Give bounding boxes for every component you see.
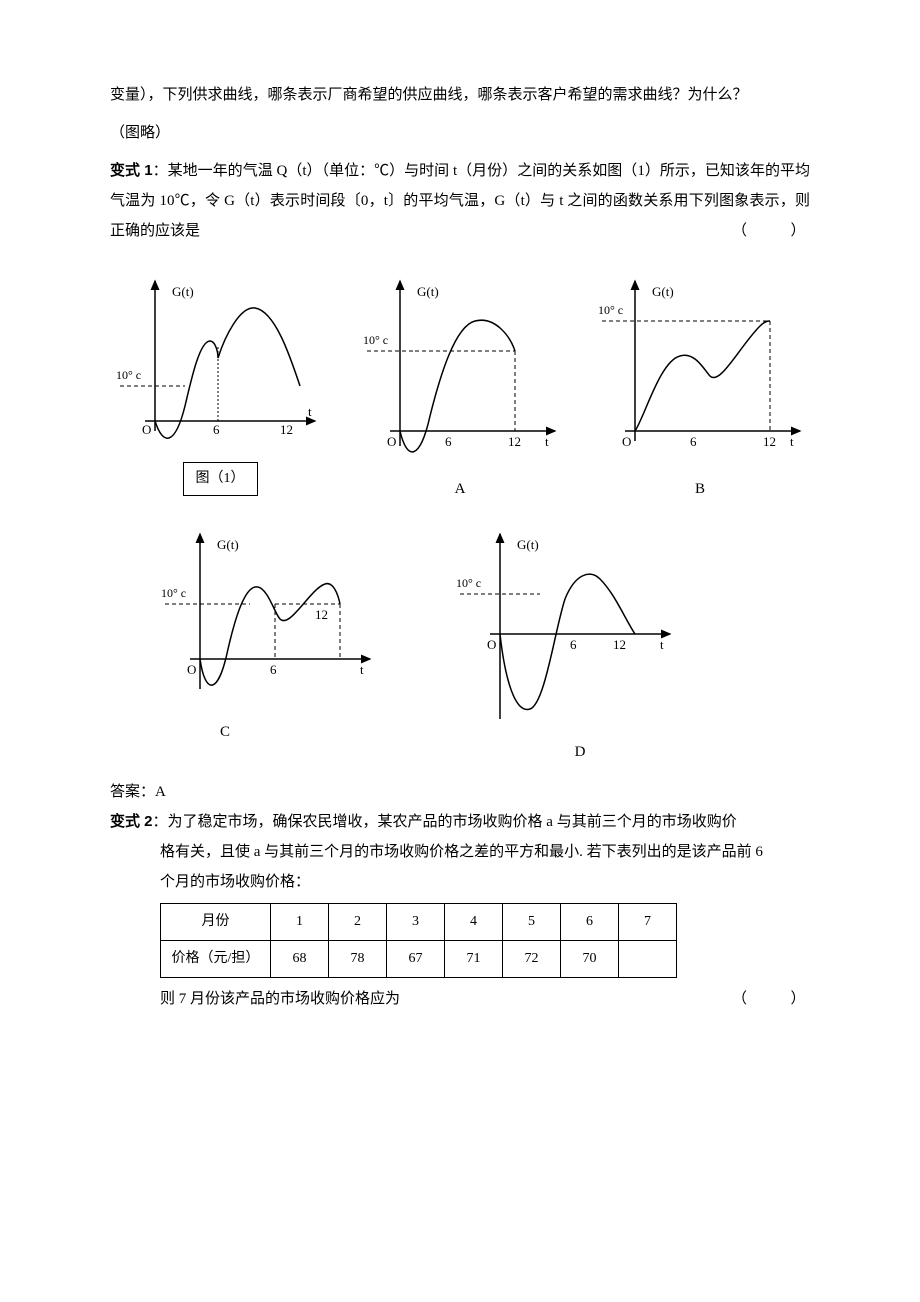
d-tick6: 6 <box>570 637 577 652</box>
variant1-colon: ： <box>153 163 168 179</box>
chart-fig1-svg: G(t) t O 10° c 6 12 <box>110 266 330 456</box>
td-p4: 71 <box>445 941 503 978</box>
option-a-label: A <box>455 474 466 504</box>
a-10deg: 10° c <box>363 333 388 347</box>
charts-row-1: G(t) t O 10° c 6 12 图（1） G(t) t O 10° c <box>110 266 810 504</box>
chart-b-cell: G(t) t O 10° c 6 12 B <box>590 266 810 504</box>
variant2-colon: ： <box>153 814 168 830</box>
th-m7: 7 <box>619 904 677 941</box>
chart-c-cell: G(t) t O 10° c 6 12 C <box>150 519 380 767</box>
variant1-block: 变式 1：某地一年的气温 Q（t）（单位：℃）与时间 t（月份）之间的关系如图（… <box>110 156 810 246</box>
th-m5: 5 <box>503 904 561 941</box>
td-p1: 68 <box>271 941 329 978</box>
c-tick12: 12 <box>315 607 328 622</box>
variant2-line2: 格有关，且使 a 与其前三个月的市场收购价格之差的平方和最小. 若下表列出的是该… <box>160 844 763 860</box>
charts-row-2: G(t) t O 10° c 6 12 C G(t) t O 10° c 6 1… <box>150 519 810 767</box>
final-q-blank: （ ） <box>732 984 810 1014</box>
option-d-label: D <box>575 737 586 767</box>
d-10deg: 10° c <box>456 576 481 590</box>
fig1-caption: 图（1） <box>183 462 258 496</box>
option-c-label: C <box>220 717 230 747</box>
d-xlabel: t <box>660 637 664 652</box>
c-xlabel: t <box>360 662 364 677</box>
c-10deg: 10° c <box>161 586 186 600</box>
c-origin: O <box>187 662 196 677</box>
fig1-origin: O <box>142 422 151 437</box>
b-ylabel: G(t) <box>652 284 674 299</box>
b-xlabel: t <box>790 434 794 449</box>
chart-a-cell: G(t) t O 10° c 6 12 A <box>355 266 565 504</box>
final-q-text: 则 7 月份该产品的市场收购价格应为 <box>160 984 400 1014</box>
table-row-header: 月份 1 2 3 4 5 6 7 <box>161 904 677 941</box>
b-tick6: 6 <box>690 434 697 449</box>
a-xlabel: t <box>545 434 549 449</box>
d-tick12: 12 <box>613 637 626 652</box>
d-origin: O <box>487 637 496 652</box>
answer-prefix: 答案： <box>110 784 155 800</box>
td-p3: 67 <box>387 941 445 978</box>
td-p2: 78 <box>329 941 387 978</box>
option-b-label: B <box>695 474 705 504</box>
variant2-line3-wrap: 个月的市场收购价格： <box>110 867 810 897</box>
th-m3: 3 <box>387 904 445 941</box>
th-m1: 1 <box>271 904 329 941</box>
d-ylabel: G(t) <box>517 537 539 552</box>
final-question: 则 7 月份该产品的市场收购价格应为 （ ） <box>110 984 810 1014</box>
variant1-blank: （ ） <box>732 216 810 246</box>
c-tick6: 6 <box>270 662 277 677</box>
th-month: 月份 <box>161 904 271 941</box>
th-m6: 6 <box>561 904 619 941</box>
chart-d-cell: G(t) t O 10° c 6 12 D <box>440 519 680 767</box>
fig1-xlabel: t <box>308 404 312 419</box>
th-m4: 4 <box>445 904 503 941</box>
variant1-text: 某地一年的气温 Q（t）（单位：℃）与时间 t（月份）之间的关系如图（1）所示，… <box>110 163 810 239</box>
a-ylabel: G(t) <box>417 284 439 299</box>
td-p6: 70 <box>561 941 619 978</box>
td-p7 <box>619 941 677 978</box>
fig1-tick6: 6 <box>213 422 220 437</box>
price-table: 月份 1 2 3 4 5 6 7 价格（元/担） 68 78 67 71 72 … <box>160 903 677 978</box>
answer-line: 答案：A <box>110 777 810 807</box>
fig1-ylabel: G(t) <box>172 284 194 299</box>
a-origin: O <box>387 434 396 449</box>
variant2-block: 变式 2：为了稳定市场，确保农民增收，某农产品的市场收购价格 a 与其前三个月的… <box>110 807 810 837</box>
b-tick12: 12 <box>763 434 776 449</box>
b-10deg: 10° c <box>598 303 623 317</box>
fig1-10deg: 10° c <box>116 368 141 382</box>
table-row-price: 价格（元/担） 68 78 67 71 72 70 <box>161 941 677 978</box>
th-m2: 2 <box>329 904 387 941</box>
chart-fig1-cell: G(t) t O 10° c 6 12 图（1） <box>110 266 330 504</box>
intro-line-1: 变量），下列供求曲线，哪条表示厂商希望的供应曲线，哪条表示客户希望的需求曲线？为… <box>110 80 810 110</box>
variant1-label: 变式 1 <box>110 162 153 179</box>
chart-d-svg: G(t) t O 10° c 6 12 <box>440 519 680 729</box>
chart-b-svg: G(t) t O 10° c 6 12 <box>590 266 810 466</box>
chart-a-svg: G(t) t O 10° c 6 12 <box>355 266 565 466</box>
intro-line-2: （图略） <box>110 118 810 148</box>
variant2-line3: 个月的市场收购价格： <box>160 874 310 890</box>
fig1-tick12: 12 <box>280 422 293 437</box>
c-ylabel: G(t) <box>217 537 239 552</box>
variant2-line1: 为了稳定市场，确保农民增收，某农产品的市场收购价格 a 与其前三个月的市场收购价 <box>168 814 737 830</box>
a-tick6: 6 <box>445 434 452 449</box>
a-tick12: 12 <box>508 434 521 449</box>
variant2-label: 变式 2 <box>110 813 153 830</box>
th-price: 价格（元/担） <box>161 941 271 978</box>
variant2-line2-wrap: 格有关，且使 a 与其前三个月的市场收购价格之差的平方和最小. 若下表列出的是该… <box>110 837 810 867</box>
answer-value: A <box>155 784 166 800</box>
b-origin: O <box>622 434 631 449</box>
chart-c-svg: G(t) t O 10° c 6 12 <box>150 519 380 709</box>
td-p5: 72 <box>503 941 561 978</box>
